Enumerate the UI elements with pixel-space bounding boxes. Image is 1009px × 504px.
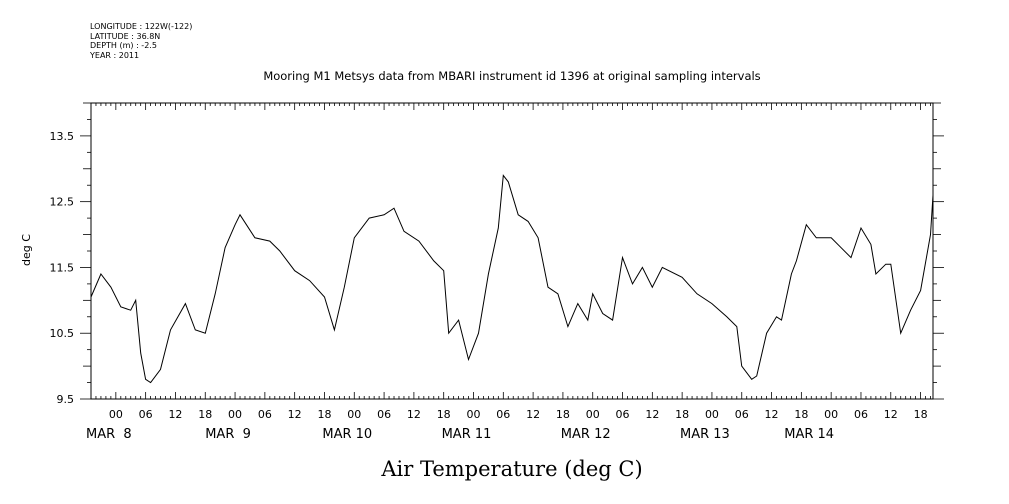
x-tick-label: 00 [228,408,242,421]
x-tick-label: 12 [526,408,540,421]
x-tick-label: 12 [407,408,421,421]
x-tick-label: 18 [198,408,212,421]
y-tick-labels: 9.5 10.5 11.5 12.5 13.5 [50,130,75,406]
y-tick-label: 9.5 [57,393,75,406]
series-group [90,135,934,384]
x-tick-label: 12 [645,408,659,421]
x-tick-label: 12 [168,408,182,421]
x-tick-label: 12 [765,408,779,421]
x-tick-label: 00 [824,408,838,421]
x-tick-label: 18 [317,408,331,421]
chart-title: Mooring M1 Metsys data from MBARI instru… [263,69,760,83]
day-label: MAR 14 [784,427,834,442]
x-tick-label: 06 [854,408,868,421]
x-tick-labels: 00 06 12 18 00 06 12 18 00 06 12 18 00 06 12 18 00 06 12 18… [109,408,928,421]
day-label: MAR 10 [322,427,372,442]
x-tick-label: 12 [288,408,302,421]
latitude-label: LATITUDE : 36.8N [90,31,161,41]
x-tick-label: 18 [556,408,570,421]
x-tick-label: 00 [586,408,600,421]
y-axis-label: deg C [20,234,33,266]
plot-frame [90,102,934,400]
day-label: MAR 8 [86,427,132,442]
year-label: YEAR : 2011 [90,50,140,60]
x-tick-label: 12 [884,408,898,421]
x-tick-label: 00 [705,408,719,421]
x-tick-label: 06 [258,408,272,421]
x-tick-label: 00 [467,408,481,421]
y-tick-label: 10.5 [50,327,75,340]
x-tick-label: 06 [377,408,391,421]
x-tick-label: 18 [914,408,928,421]
depth-label: DEPTH (m) : -2.5 [90,41,157,50]
day-label: MAR 9 [205,427,251,442]
x-tick-label: 06 [139,408,153,421]
day-label: MAR 12 [561,427,611,442]
axis-ticks [80,102,944,400]
x-tick-label: 06 [735,408,749,421]
day-label: MAR 11 [442,427,492,442]
x-axis-label: Air Temperature (deg C) [380,457,642,481]
y-tick-label: 13.5 [50,130,75,143]
y-tick-label: 11.5 [50,261,75,274]
x-tick-label: 06 [616,408,630,421]
day-label: MAR 13 [680,427,730,442]
day-labels: MAR 8 MAR 9 MAR 10 MAR 11 MAR 12 MAR 13 MAR 14 [86,427,834,442]
x-tick-label: 18 [437,408,451,421]
metadata-header: LONGITUDE : 122W(-122) LATITUDE : 36.8N … [90,22,192,60]
series-line [90,135,934,384]
x-tick-label: 06 [496,408,510,421]
x-tick-label: 18 [675,408,689,421]
x-tick-label: 00 [347,408,361,421]
y-tick-label: 12.5 [50,196,75,209]
plot-border [90,102,934,400]
x-tick-label: 00 [109,408,123,421]
x-tick-label: 18 [794,408,808,421]
longitude-label: LONGITUDE : 122W(-122) [90,22,193,31]
